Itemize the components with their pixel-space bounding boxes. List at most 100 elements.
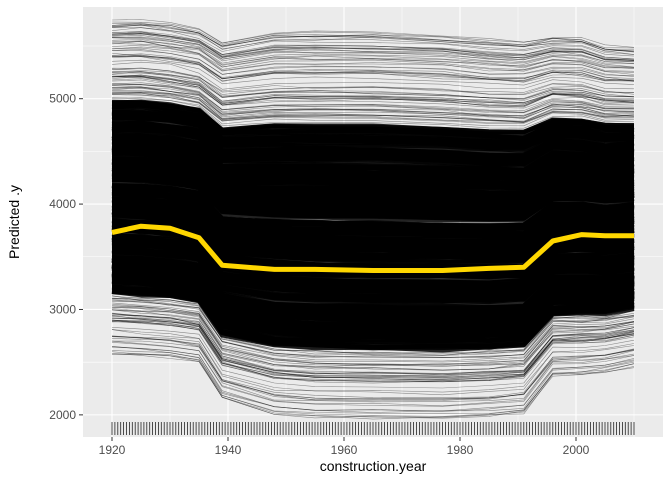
ice-line (111, 55, 635, 82)
ice-line (111, 76, 635, 108)
ice-line (111, 48, 635, 76)
ice-line (111, 97, 635, 127)
ice-line (111, 133, 635, 173)
ice-line (111, 317, 635, 379)
x-tick-labels: 1920 1940 1960 1980 2000 (99, 443, 590, 457)
ice-line (111, 336, 635, 401)
ice-line (111, 346, 635, 412)
ice-line (111, 346, 635, 412)
ice-line (111, 31, 635, 60)
ice-line (111, 316, 635, 378)
ice-line (111, 31, 635, 60)
ice-line (111, 309, 635, 371)
axis-ticks (79, 98, 577, 441)
ice-line (111, 305, 635, 366)
ice-line (111, 87, 635, 119)
ice-line (111, 61, 635, 90)
ice-line (111, 289, 635, 353)
ice-line (111, 40, 635, 69)
ice-line (111, 56, 635, 82)
mean-series (111, 223, 634, 273)
ice-line (111, 353, 635, 420)
ice-line (111, 314, 635, 374)
ice-line (111, 33, 635, 61)
ice-line (111, 53, 635, 80)
ice-line (111, 306, 635, 367)
ice-line (111, 47, 635, 73)
ice-line (111, 256, 635, 311)
ice-line (111, 21, 635, 49)
ice-line (111, 145, 635, 186)
ice-line (111, 209, 635, 259)
ice-line (111, 306, 635, 366)
ice-line (111, 39, 635, 68)
ice-line (111, 59, 635, 86)
ice-line (111, 44, 635, 72)
ice-line (111, 94, 635, 123)
ice-line (111, 300, 635, 358)
mean-line (111, 223, 634, 273)
ice-line (111, 195, 635, 243)
ice-line (111, 321, 635, 382)
ice-line (111, 320, 635, 382)
ice-line (111, 74, 635, 103)
y-tick-label: 4000 (49, 197, 76, 211)
x-axis-title: construction.year (320, 458, 427, 474)
ice-line (111, 308, 635, 368)
ice-line (111, 305, 635, 365)
ice-line (111, 340, 635, 403)
ice-line (111, 40, 634, 68)
ice-line (111, 335, 635, 399)
ice-line (111, 205, 635, 255)
ice-line (111, 24, 635, 51)
ice-line (111, 71, 635, 101)
ice-line (112, 50, 635, 77)
ice-line (111, 79, 635, 109)
ice-line (111, 92, 635, 122)
ice-line (111, 286, 635, 348)
ice-line (111, 340, 635, 407)
ice-line (111, 299, 635, 358)
ice-line (111, 102, 635, 140)
ice-line (111, 241, 635, 296)
ice-line (111, 353, 635, 419)
ice-line (111, 125, 635, 162)
ice-line (111, 23, 635, 52)
ice-line (111, 76, 635, 107)
ice-line (111, 135, 635, 177)
ice-line (111, 342, 635, 407)
ice-line (111, 313, 635, 377)
ice-line (111, 56, 635, 83)
ice-line (111, 31, 635, 61)
rug (111, 422, 635, 435)
ice-line (111, 280, 635, 339)
ice-line (111, 71, 635, 99)
ice-line (111, 54, 635, 83)
ice-line (112, 234, 635, 285)
ice-line (111, 248, 635, 304)
ice-line (111, 309, 635, 371)
ice-line (111, 41, 635, 68)
ice-line (111, 327, 635, 389)
ice-line (111, 92, 635, 123)
y-tick-label: 3000 (49, 302, 76, 316)
ice-line (111, 32, 635, 61)
ice-line (111, 75, 635, 106)
ice-line (111, 43, 635, 69)
ice-line (111, 56, 635, 81)
ice-line (111, 274, 635, 333)
ice-line (111, 302, 635, 362)
y-tick-label: 5000 (49, 92, 76, 106)
ice-line (111, 238, 635, 290)
ice-line (111, 86, 635, 117)
y-tick-labels: 2000 3000 4000 5000 (49, 92, 76, 422)
ice-line (111, 319, 635, 381)
ice-line (111, 320, 635, 383)
ice-line (111, 52, 635, 82)
ice-line (111, 99, 635, 135)
ice-line (111, 37, 635, 65)
ice-line (111, 313, 635, 376)
ice-line (111, 315, 635, 376)
x-tick-label: 2000 (563, 443, 590, 457)
